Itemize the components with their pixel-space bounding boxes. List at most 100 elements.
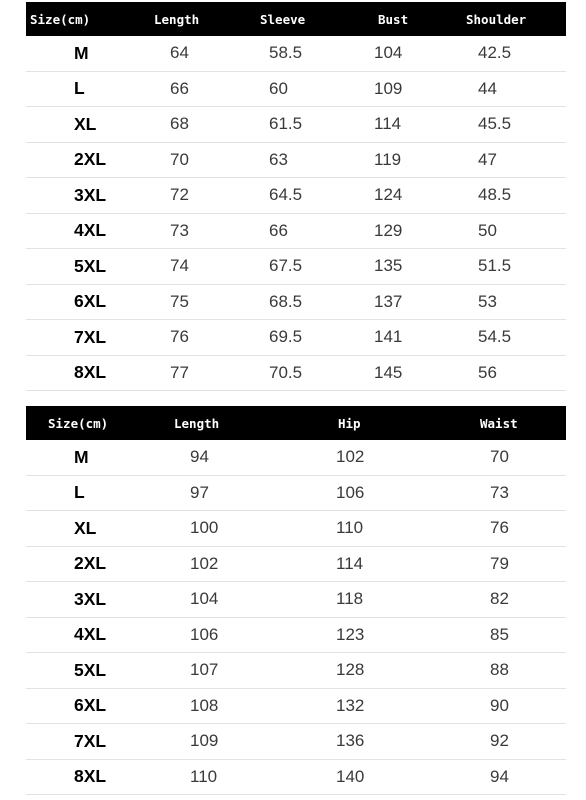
table-cell: 68	[170, 114, 189, 134]
table-cell: 50	[478, 220, 497, 240]
table-cell: 60	[269, 78, 288, 98]
size-label: 3XL	[74, 184, 107, 205]
table-cell: 47	[478, 149, 497, 169]
table-cell: 119	[374, 149, 402, 169]
table-cell: 56	[478, 362, 497, 382]
table-cell: 106	[190, 624, 219, 644]
header-waist: Waist	[480, 415, 518, 431]
table-cell: 51.5	[478, 256, 512, 276]
table-cell: 128	[336, 660, 365, 680]
header-length: Length	[154, 11, 200, 27]
table-cell: 88	[490, 660, 509, 680]
size-label: 6XL	[74, 291, 107, 312]
table-cell: 104	[374, 43, 403, 63]
table-cell: 132	[336, 695, 365, 715]
table-cell: 94	[190, 447, 209, 467]
table-cell: 61.5	[269, 114, 303, 134]
table-cell: 76	[170, 327, 189, 347]
table-cell: 124	[374, 185, 403, 205]
size-label: XL	[74, 517, 97, 538]
table-cell: 85	[490, 624, 509, 644]
table-row: 5XL 107 128 88	[26, 653, 566, 689]
header-sleeve: Sleeve	[260, 11, 306, 27]
table-row: 3XL 104 118 82	[26, 582, 566, 618]
size-label: L	[74, 482, 85, 503]
table-cell: 107	[190, 660, 219, 680]
size-label: 6XL	[74, 695, 107, 716]
table-cell: 90	[490, 695, 509, 715]
table-row: M 94 102 70	[26, 440, 566, 476]
table-cell: 44	[478, 78, 497, 98]
table-row: 8XL 77 70.5 145 56	[26, 356, 566, 391]
header-size: Size(cm)	[30, 11, 91, 27]
size-label: 4XL	[74, 220, 107, 241]
table-row: M 64 58.5 104 42.5	[26, 36, 566, 72]
table-cell: 118	[336, 589, 364, 609]
table-cell: 45.5	[478, 114, 512, 134]
size-label: M	[74, 42, 89, 63]
top-table-header: Size(cm) Length Sleeve Bust Shoulder	[26, 2, 566, 36]
table-row: 7XL 109 136 92	[26, 724, 566, 760]
table-cell: 70	[170, 149, 189, 169]
table-cell: 106	[336, 482, 365, 502]
table-row: L 66 60 109 44	[26, 72, 566, 107]
table-cell: 104	[190, 589, 219, 609]
size-label: 3XL	[74, 588, 107, 609]
table-cell: 114	[336, 553, 364, 573]
table-cell: 141	[374, 327, 403, 347]
table-row: L 97 106 73	[26, 476, 566, 511]
table-cell: 68.5	[269, 291, 303, 311]
table-cell: 102	[190, 553, 219, 573]
table-cell: 109	[374, 78, 403, 98]
table-row: 4XL 106 123 85	[26, 618, 566, 653]
table-cell: 108	[190, 695, 219, 715]
size-label: 5XL	[74, 659, 107, 680]
table-cell: 73	[490, 482, 509, 502]
table-cell: 102	[336, 447, 365, 467]
table-cell: 70.5	[269, 362, 303, 382]
header-shoulder: Shoulder	[466, 11, 527, 27]
header-length: Length	[174, 415, 220, 431]
table-row: 6XL 75 68.5 137 53	[26, 285, 566, 320]
table-cell: 110	[190, 766, 218, 786]
table-cell: 48.5	[478, 185, 512, 205]
table-cell: 64	[170, 43, 189, 63]
table-cell: 123	[336, 624, 365, 644]
table-cell: 110	[336, 518, 364, 538]
table-cell: 92	[490, 731, 509, 751]
table-cell: 94	[490, 766, 509, 786]
table-cell: 69.5	[269, 327, 303, 347]
size-label: L	[74, 78, 85, 99]
table-cell: 79	[490, 553, 509, 573]
table-cell: 76	[490, 518, 509, 538]
header-size: Size(cm)	[48, 415, 109, 431]
table-row: 6XL 108 132 90	[26, 689, 566, 724]
table-cell: 54.5	[478, 327, 512, 347]
table-cell: 129	[374, 220, 403, 240]
table-row: 8XL 110 140 94	[26, 760, 566, 795]
table-cell: 100	[190, 518, 219, 538]
table-row: 2XL 102 114 79	[26, 547, 566, 582]
table-cell: 63	[269, 149, 288, 169]
size-label: M	[74, 446, 89, 467]
size-label: 7XL	[74, 730, 107, 751]
table-row: XL 68 61.5 114 45.5	[26, 107, 566, 143]
table-row: 3XL 72 64.5 124 48.5	[26, 178, 566, 214]
table-cell: 136	[336, 731, 365, 751]
top-size-table: Size(cm) Length Sleeve Bust Shoulder M 64…	[26, 2, 566, 391]
size-label: 4XL	[74, 624, 107, 645]
table-cell: 67.5	[269, 256, 303, 276]
size-label: XL	[74, 113, 97, 134]
table-cell: 77	[170, 362, 189, 382]
table-cell: 97	[190, 482, 209, 502]
table-cell: 145	[374, 362, 403, 382]
size-label: 8XL	[74, 766, 107, 787]
table-cell: 72	[170, 185, 189, 205]
table-cell: 64.5	[269, 185, 303, 205]
table-row: 7XL 76 69.5 141 54.5	[26, 320, 566, 356]
size-label: 2XL	[74, 553, 107, 574]
size-label: 7XL	[74, 326, 107, 347]
table-cell: 73	[170, 220, 189, 240]
table-row: XL 100 110 76	[26, 511, 566, 547]
table-cell: 66	[170, 78, 189, 98]
